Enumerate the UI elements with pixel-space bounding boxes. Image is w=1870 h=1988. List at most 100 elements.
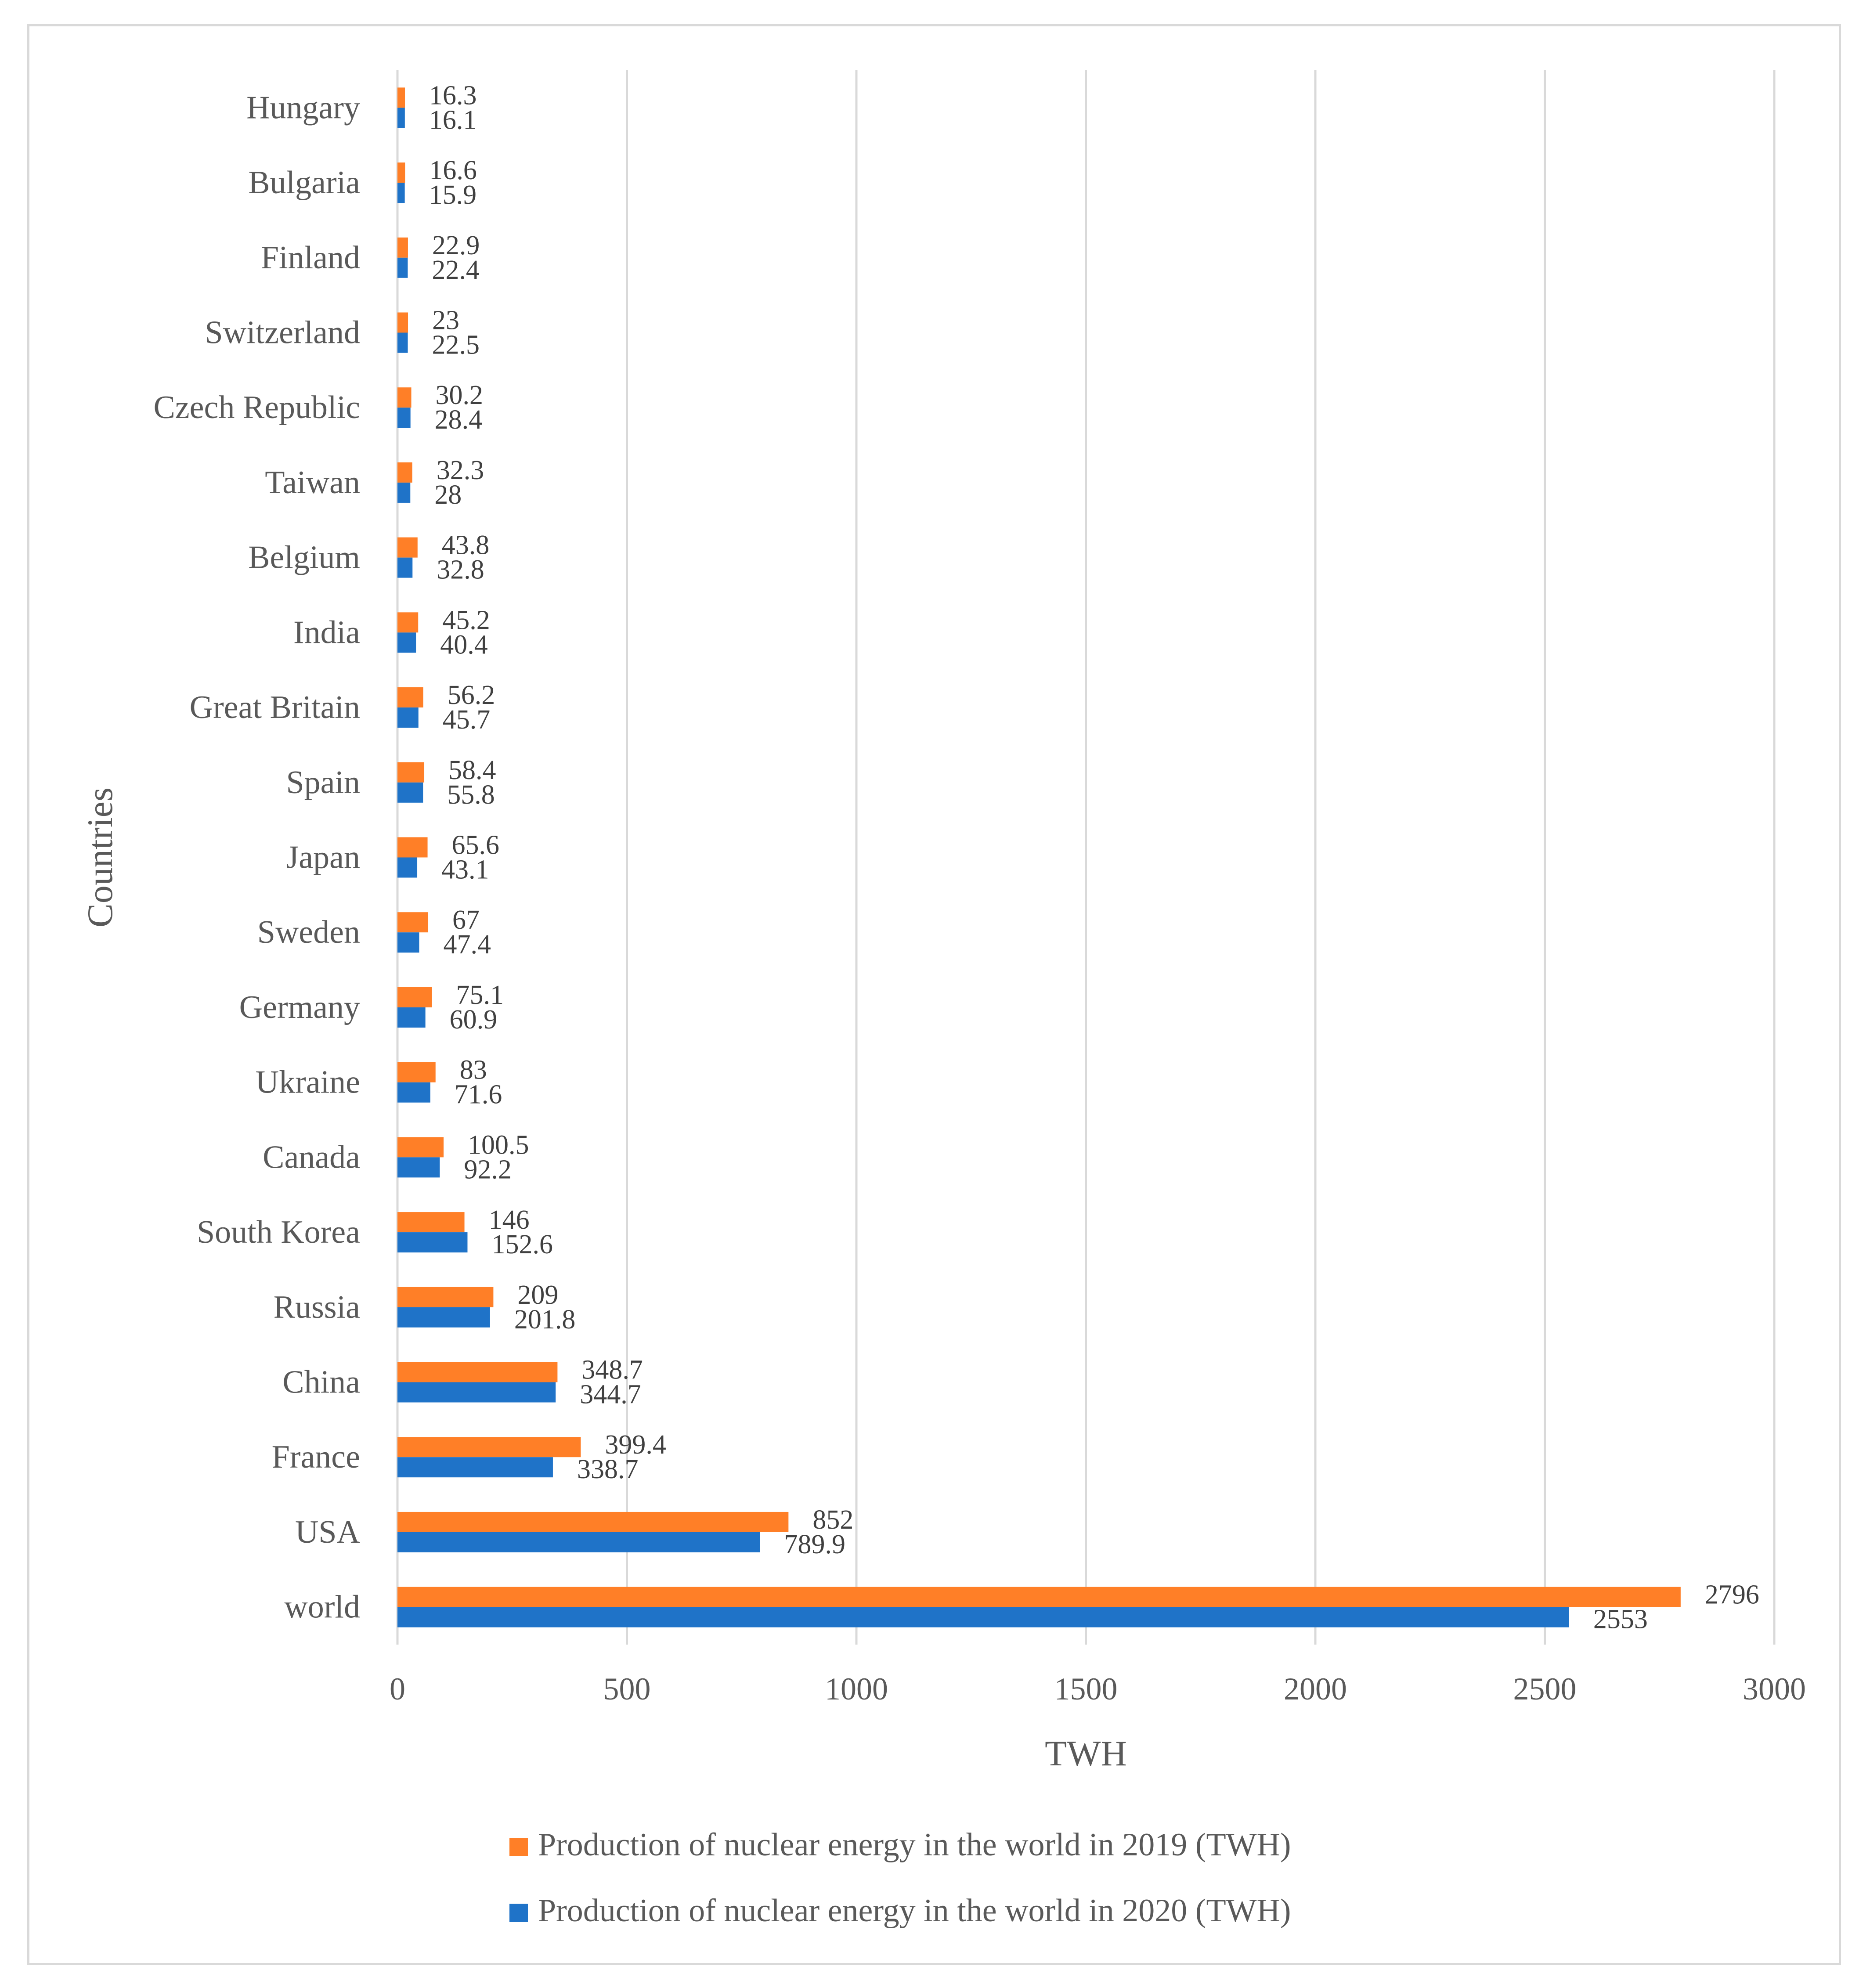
data-label-2019: 399.4 [605,1430,666,1460]
data-label-2019: 32.3 [437,455,484,485]
data-label-2019: 65.6 [452,830,500,860]
legend-swatch [509,1838,528,1856]
bar-2020 [397,707,419,728]
bar-2020 [397,408,411,428]
bar-2020 [397,1307,490,1328]
bar-2020 [397,1532,760,1552]
data-label-2020: 16.1 [429,105,477,135]
category-label: Finland [261,240,360,276]
bar-2020 [397,1457,553,1478]
category-label: France [272,1439,360,1475]
data-label-2019: 146 [489,1205,530,1235]
bar-2019 [397,537,418,558]
category-label: Sweden [257,914,360,950]
data-label-2020: 92.2 [464,1155,512,1184]
bar-2019 [397,1287,494,1307]
data-label-2020: 152.6 [491,1230,553,1259]
bar-2020 [397,332,408,353]
bar-2019 [397,762,425,783]
data-label-2020: 43.1 [441,855,489,885]
data-label-2019: 58.4 [448,755,496,785]
category-label: Switzerland [205,315,360,351]
bar-2020 [397,1082,430,1103]
bar-2020 [397,1607,1569,1627]
legend-swatch [509,1904,528,1922]
bar-2019 [397,462,412,483]
data-label-2019: 16.6 [429,155,477,185]
data-label-2020: 22.4 [432,255,479,285]
bar-2020 [397,1232,468,1253]
legend-label: Production of nuclear energy in the worl… [538,1893,1291,1929]
legend-label: Production of nuclear energy in the worl… [538,1827,1291,1863]
data-label-2020: 201.8 [514,1305,576,1335]
bar-2020 [397,1382,556,1403]
data-label-2019: 56.2 [448,680,495,710]
category-label: Japan [286,840,361,876]
category-label: Russia [274,1289,360,1325]
bar-2019 [397,1137,444,1158]
bar-2020 [397,782,423,803]
data-label-2019: 45.2 [442,605,490,635]
y-axis-title: Countries [80,787,120,927]
x-tick-label: 0 [390,1671,405,1707]
bar-2020 [397,932,419,953]
data-label-2020: 55.8 [447,780,495,810]
x-tick-label: 2500 [1513,1671,1577,1707]
category-axis: world USA France China Russia South Korea Cana… [153,90,360,1625]
category-label: Hungary [246,90,360,126]
x-axis-title: TWH [1045,1733,1127,1773]
category-label: Taiwan [265,465,360,501]
bar-2020 [397,183,405,203]
data-label-2020: 338.7 [577,1454,639,1484]
data-label-2019: 83 [460,1055,487,1085]
category-label: Czech Republic [153,390,360,426]
category-label: India [293,614,360,650]
data-label-2019: 2796 [1705,1580,1759,1610]
data-label-2020: 789.9 [784,1530,845,1559]
bar-2019 [397,912,429,933]
data-label-2020: 47.4 [444,930,491,960]
bar-2020 [397,857,418,878]
bar-2020 [397,1007,426,1028]
category-label: Ukraine [256,1064,360,1100]
bar-2019 [397,1512,789,1532]
data-label-2019: 100.5 [468,1130,529,1160]
bar-2019 [397,837,428,858]
x-tick-label: 500 [603,1671,651,1707]
data-label-2019: 22.9 [432,231,480,260]
data-label-2019: 30.2 [436,380,484,410]
category-label: Canada [263,1139,360,1175]
data-label-2019: 348.7 [581,1355,643,1385]
chart-frame [27,24,1841,1965]
x-tick-label: 1000 [825,1671,888,1707]
bar-2019 [397,1062,436,1082]
bar-2019 [397,1212,465,1233]
data-label-2020: 45.7 [443,705,491,735]
data-label-2020: 28.4 [435,405,483,435]
category-label: USA [295,1514,360,1550]
bars [397,87,1681,1627]
data-label-2020: 28 [434,480,462,510]
value-axis: 0 500 1000 1500 2000 2500 3000 [390,1671,1806,1707]
legend: Production of nuclear energy in the worl… [509,1827,1291,1929]
data-labels: 27962553852789.9399.4338.7348.7344.72092… [429,80,1759,1634]
data-label-2019: 852 [812,1505,853,1535]
category-label: Spain [286,765,360,801]
bar-2020 [397,1157,440,1178]
bar-2020 [397,257,408,278]
category-label: Belgium [248,540,360,576]
bar-2019 [397,612,419,633]
bar-2019 [397,87,405,108]
data-label-2020: 2553 [1593,1605,1648,1634]
category-label: China [282,1364,360,1400]
category-label: world [284,1589,360,1625]
bar-2020 [397,482,411,503]
category-label: Great Britain [190,689,360,725]
category-label: South Korea [197,1214,360,1250]
bar-2020 [397,557,413,578]
category-label: Bulgaria [248,165,360,201]
bar-2019 [397,387,412,408]
bar-2019 [397,312,408,333]
bar-2019 [397,687,423,708]
